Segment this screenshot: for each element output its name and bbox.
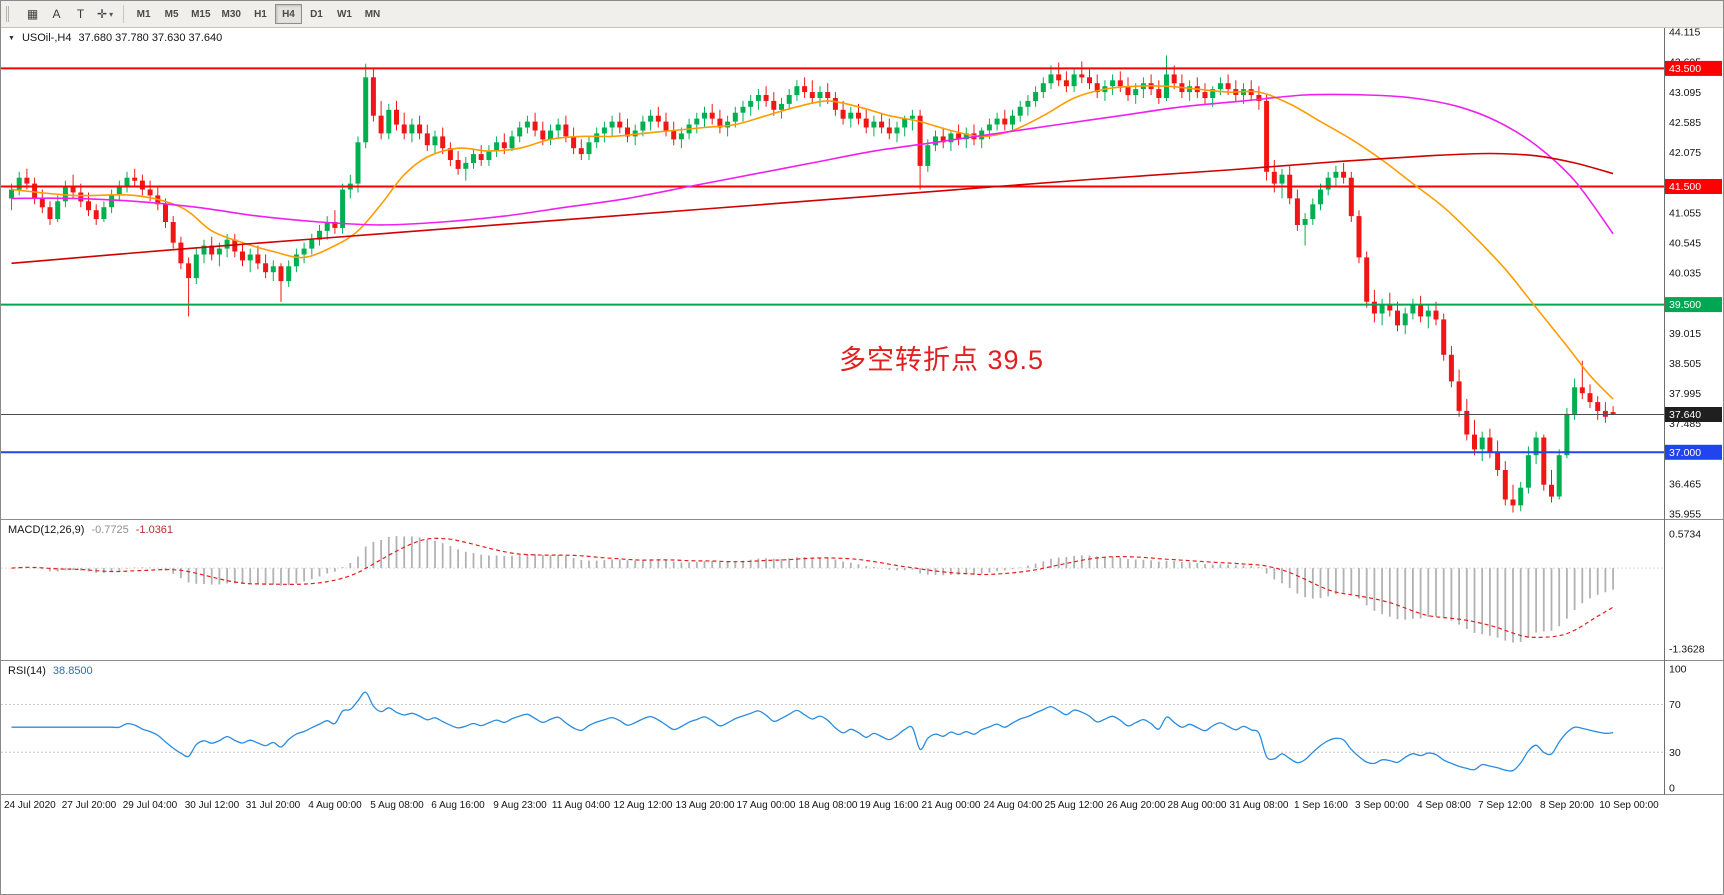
- time-axis-label: 18 Aug 08:00: [798, 800, 858, 811]
- panel-divider[interactable]: [1, 794, 1723, 795]
- time-axis-label: 4 Aug 00:00: [308, 800, 362, 811]
- time-axis-label: 7 Sep 12:00: [1478, 800, 1532, 811]
- svg-text:41.500: 41.500: [1669, 181, 1701, 193]
- timeframe-button-m5[interactable]: M5: [158, 4, 185, 24]
- macd-canvas[interactable]: 0.5734 -1.3628: [1, 520, 1724, 660]
- svg-text:35.955: 35.955: [1669, 508, 1701, 519]
- svg-text:43.500: 43.500: [1669, 63, 1701, 75]
- macd-indicator-panel[interactable]: 0.5734 -1.3628 MACD(12,26,9) -0.7725 -1.0…: [1, 520, 1723, 660]
- rsi-indicator-panel[interactable]: 100 70 30 0 RSI(14) 38.8500: [1, 661, 1723, 794]
- time-axis-label: 30 Jul 12:00: [184, 800, 240, 811]
- panel-divider[interactable]: [1, 660, 1723, 661]
- svg-text:0.5734: 0.5734: [1669, 529, 1701, 541]
- crosshair-tool-icon: ✛: [97, 7, 108, 21]
- macd-histogram: [18, 536, 1614, 643]
- toolbar: ▦ A T ✛ ▾ M1 M5 M15 M30 H1 H4 D1 W1 MN: [1, 1, 1723, 28]
- time-axis-label: 3 Sep 00:00: [1355, 800, 1409, 811]
- toolbar-button-text-tool[interactable]: T: [69, 4, 92, 25]
- ma-slow-red: [11, 152, 1614, 265]
- toolbar-grip[interactable]: [6, 6, 16, 22]
- ma-fast-orange: [11, 85, 1614, 400]
- timeframe-button-mn[interactable]: MN: [359, 4, 386, 24]
- candles: [9, 55, 1616, 513]
- moving-average-lines: [11, 85, 1614, 400]
- svg-text:36.465: 36.465: [1669, 478, 1701, 490]
- text-tool-icon: T: [76, 7, 85, 21]
- time-axis-label: 29 Jul 04:00: [122, 800, 178, 811]
- time-axis-label: 17 Aug 00:00: [736, 800, 796, 811]
- svg-text:39.015: 39.015: [1669, 328, 1701, 340]
- horizontal-level-lines[interactable]: [1, 67, 1664, 454]
- svg-text:37.995: 37.995: [1669, 388, 1701, 400]
- svg-text:0: 0: [1669, 783, 1675, 794]
- svg-text:41.055: 41.055: [1669, 207, 1701, 219]
- svg-text:39.500: 39.500: [1669, 299, 1701, 311]
- time-axis-label: 13 Aug 20:00: [675, 800, 735, 811]
- svg-text:38.505: 38.505: [1669, 358, 1701, 370]
- time-axis-label: 28 Aug 00:00: [1167, 800, 1227, 811]
- timeframe-button-d1[interactable]: D1: [303, 4, 330, 24]
- time-axis-label: 21 Aug 00:00: [921, 800, 981, 811]
- time-axis-label: 31 Jul 20:00: [245, 800, 301, 811]
- toolbar-button-new-chart[interactable]: ▦: [21, 4, 44, 25]
- timeframe-button-w1[interactable]: W1: [331, 4, 358, 24]
- svg-text:-1.3628: -1.3628: [1669, 643, 1705, 655]
- svg-text:70: 70: [1669, 699, 1681, 711]
- time-axis-label: 8 Sep 20:00: [1540, 800, 1594, 811]
- timeframe-buttons-group: M1 M5 M15 M30 H1 H4 D1 W1 MN: [130, 4, 386, 24]
- toolbar-button-crosshair-tool[interactable]: ✛ ▾: [93, 4, 117, 25]
- price-level-badges: 43.500 41.500 39.500 37.000 37.640: [1665, 60, 1722, 460]
- time-axis-label: 10 Sep 00:00: [1599, 800, 1659, 811]
- time-axis-label: 24 Aug 04:00: [983, 800, 1043, 811]
- time-axis-label: 25 Aug 12:00: [1044, 800, 1104, 811]
- timeframe-button-h4[interactable]: H4: [274, 4, 302, 24]
- time-axis-label: 5 Aug 08:00: [370, 800, 424, 811]
- time-axis-label: 24 Jul 2020: [4, 800, 56, 811]
- time-axis-label: 11 Aug 04:00: [551, 800, 611, 811]
- time-axis-label: 19 Aug 16:00: [859, 800, 919, 811]
- svg-text:42.585: 42.585: [1669, 117, 1701, 129]
- main-chart-panel[interactable]: 44.11543.60543.09542.58542.07541.56541.0…: [1, 28, 1723, 519]
- time-axis-label: 27 Jul 20:00: [61, 800, 117, 811]
- svg-text:44.115: 44.115: [1669, 28, 1700, 39]
- toolbar-buttons-group: ▦ A T ✛ ▾: [21, 4, 117, 25]
- time-axis-label: 9 Aug 23:00: [493, 800, 547, 811]
- dropdown-caret-icon: ▾: [109, 9, 114, 19]
- panel-divider[interactable]: [1, 519, 1723, 520]
- toolbar-separator: [123, 5, 125, 23]
- svg-text:37.640: 37.640: [1669, 409, 1701, 421]
- annotate-a-icon: A: [52, 7, 61, 21]
- svg-text:40.035: 40.035: [1669, 268, 1701, 280]
- time-axis-label: 4 Sep 08:00: [1417, 800, 1471, 811]
- svg-text:37.000: 37.000: [1669, 447, 1701, 459]
- svg-text:43.095: 43.095: [1669, 87, 1701, 99]
- svg-text:40.545: 40.545: [1669, 237, 1701, 249]
- timeframe-button-h1[interactable]: H1: [247, 4, 274, 24]
- time-axis-label: 31 Aug 08:00: [1229, 800, 1289, 811]
- svg-text:30: 30: [1669, 747, 1681, 759]
- time-axis-label: 26 Aug 20:00: [1106, 800, 1166, 811]
- macd-signal-line: [11, 537, 1614, 639]
- timeframe-button-m15[interactable]: M15: [186, 4, 215, 24]
- new-chart-icon: ▦: [26, 7, 39, 21]
- toolbar-button-annotate-a[interactable]: A: [45, 4, 68, 25]
- time-axis-label: 1 Sep 16:00: [1294, 800, 1348, 811]
- svg-text:100: 100: [1669, 663, 1687, 675]
- ma-mid-magenta: [11, 93, 1614, 235]
- time-axis-label: 12 Aug 12:00: [613, 800, 673, 811]
- svg-text:42.075: 42.075: [1669, 147, 1701, 159]
- rsi-line: [11, 691, 1614, 772]
- time-axis-label: 6 Aug 16:00: [431, 800, 485, 811]
- timeframe-button-m1[interactable]: M1: [130, 4, 157, 24]
- time-axis[interactable]: 24 Jul 2020 27 Jul 20:00 29 Jul 04:00 30 Ju…: [1, 795, 1723, 817]
- bottom-filler: [1, 817, 1723, 894]
- price-chart-canvas[interactable]: 44.11543.60543.09542.58542.07541.56541.0…: [1, 28, 1724, 519]
- timeframe-button-m30[interactable]: M30: [217, 4, 246, 24]
- rsi-canvas[interactable]: 100 70 30 0: [1, 661, 1724, 794]
